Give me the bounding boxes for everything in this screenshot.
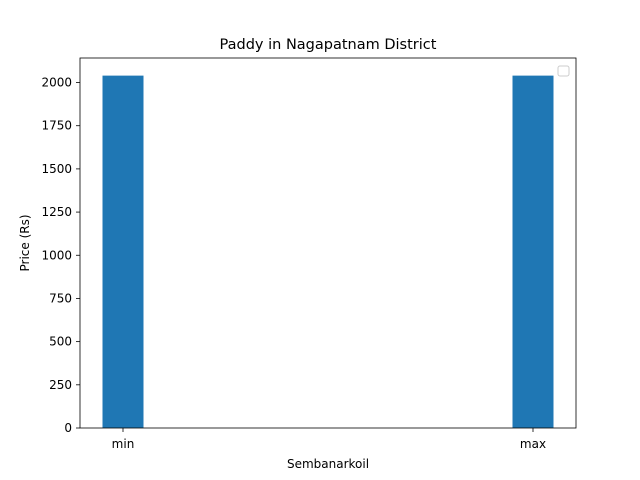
x-axis-label: Sembanarkoil (287, 457, 369, 471)
y-tick-label: 1250 (41, 205, 72, 219)
bar-max (512, 75, 554, 428)
y-tick-label: 750 (49, 291, 72, 305)
y-tick-label: 500 (49, 335, 72, 349)
y-tick-label: 1500 (41, 162, 72, 176)
y-axis-ticks: 0 250 500 750 1000 1250 1500 1750 2000 (41, 76, 80, 435)
y-tick-label: 250 (49, 378, 72, 392)
y-tick-label: 1750 (41, 119, 72, 133)
y-tick-label: 0 (64, 421, 72, 435)
y-tick-label: 2000 (41, 76, 72, 90)
x-tick-label: min (112, 437, 135, 451)
plot-area (80, 58, 576, 428)
x-axis-ticks: min max (112, 428, 546, 451)
plot-frame (79, 57, 577, 429)
bars-group (102, 75, 554, 428)
bar-min (102, 75, 144, 428)
x-tick-label: max (520, 437, 546, 451)
chart-title: Paddy in Nagapatnam District (220, 37, 437, 53)
legend-box (557, 65, 570, 77)
y-tick-label: 1000 (41, 248, 72, 262)
y-axis-label: Price (Rs) (18, 214, 32, 271)
